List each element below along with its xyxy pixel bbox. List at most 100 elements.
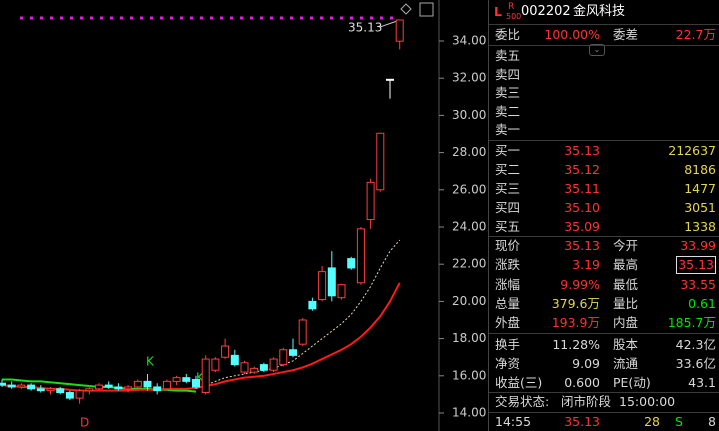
tick-price: 35.13	[564, 414, 600, 429]
bid-volume: 1338	[684, 219, 716, 234]
marker-k: K	[196, 371, 205, 385]
stat-label: 今开	[613, 238, 639, 253]
stat-value: 9.09	[572, 355, 600, 371]
separator	[489, 392, 719, 393]
bid-price: 35.11	[564, 181, 600, 196]
stat-label: 涨幅	[495, 276, 521, 292]
candle-body	[162, 380, 171, 390]
tick-time: 14:55	[495, 414, 532, 429]
y-tick-label: 32.00	[452, 71, 486, 85]
y-tick-label: 26.00	[452, 182, 486, 196]
candle-body	[56, 388, 65, 394]
stock-code: 002202	[521, 4, 571, 19]
stat-label: 股本	[613, 336, 639, 352]
bid-volume: 8186	[684, 162, 716, 177]
ask-label: 卖四	[495, 66, 521, 82]
y-tick-label: 30.00	[452, 108, 486, 122]
candle-body	[65, 392, 74, 399]
marker-k: K	[146, 355, 155, 369]
ask-label: 卖二	[495, 103, 521, 119]
stock-name: 金风科技	[573, 4, 626, 19]
stat-value: 3.19	[572, 257, 600, 273]
candle-body	[201, 358, 210, 394]
candle-body	[279, 349, 288, 366]
y-tick-label: 14.00	[452, 406, 486, 420]
tick-volume: 28	[644, 414, 660, 429]
stat-value: 35.13	[564, 238, 600, 253]
expand-button[interactable]: ⌄	[589, 44, 605, 56]
kline-chart: 35.13 K K D 14.00 16.00 18.00 20.00 22.00 24.…	[0, 0, 486, 431]
candle-body	[7, 384, 16, 388]
flag: L	[494, 4, 502, 19]
candle-body	[172, 377, 181, 382]
bid-label: 买二	[495, 162, 521, 177]
label: 委差	[613, 27, 639, 42]
bid-volume: 3051	[684, 200, 716, 215]
value: 100.00%	[544, 27, 600, 42]
diamond-icon[interactable]	[400, 3, 412, 15]
stat-value: 43.1	[688, 375, 716, 391]
y-tick-label: 20.00	[452, 294, 486, 308]
stat-value: 9.99%	[560, 276, 600, 292]
badge: R	[508, 2, 515, 12]
stat-value: 0.61	[688, 295, 716, 311]
y-tick-label: 34.00	[452, 34, 486, 48]
stat-value: 33.99	[680, 238, 716, 253]
candle-body	[308, 300, 317, 310]
tick-side: S	[675, 414, 683, 429]
stat-value: 33.55	[680, 276, 716, 292]
moving-average	[195, 239, 401, 390]
candle-body	[104, 384, 113, 388]
bid-volume: 212637	[668, 143, 716, 158]
status-time: 15:00:00	[619, 394, 676, 409]
separator	[489, 140, 719, 141]
separator	[489, 236, 719, 237]
candle-body	[347, 258, 356, 269]
stat-value: 35.13	[676, 256, 716, 275]
bid-label: 买五	[495, 219, 521, 234]
candle-body	[289, 349, 297, 356]
stat-value: 11.28%	[552, 336, 600, 352]
stat-label: 换手	[495, 336, 521, 352]
candle-body	[114, 386, 123, 390]
candle-body	[230, 354, 239, 366]
bid-label: 买四	[495, 200, 521, 215]
stat-label: 流通	[613, 355, 639, 371]
candle-body	[366, 181, 375, 221]
stat-label: 最低	[613, 276, 639, 292]
bid-price: 35.12	[564, 162, 600, 177]
stat-label: 外盘	[495, 315, 521, 331]
y-tick-label: 28.00	[452, 145, 486, 159]
value: 22.7万	[675, 27, 716, 42]
label: 委比	[495, 27, 521, 42]
separator	[489, 412, 719, 413]
candle-body	[318, 271, 327, 301]
candle-body	[221, 345, 230, 358]
stat-value: 33.6亿	[675, 355, 716, 371]
candle-body	[27, 384, 36, 390]
y-tick-label: 22.00	[452, 257, 486, 271]
status-label: 交易状态:	[495, 394, 550, 409]
badge: 500	[506, 12, 522, 21]
candle-body	[143, 380, 152, 388]
status-phase: 闭市阶段	[561, 394, 612, 409]
candle-body	[95, 384, 103, 390]
stat-value: 379.6万	[551, 295, 600, 311]
stat-label: 内盘	[613, 315, 639, 331]
bid-price: 35.09	[564, 219, 600, 234]
candle-body	[46, 388, 55, 392]
candle-body	[337, 284, 346, 299]
stat-label: 涨跌	[495, 257, 521, 273]
stat-label: 总量	[495, 295, 521, 311]
candle-body	[240, 362, 249, 373]
marker-d: D	[80, 416, 89, 430]
candle-body	[211, 358, 220, 371]
stat-label: 现价	[495, 238, 521, 253]
candle-body	[259, 364, 268, 371]
candle-body	[298, 319, 307, 345]
bid-volume: 1477	[684, 181, 716, 196]
stat-value: 42.3亿	[675, 336, 716, 352]
candle-body	[36, 388, 45, 392]
window-button[interactable]	[419, 2, 434, 17]
stat-label: 最高	[613, 257, 639, 273]
